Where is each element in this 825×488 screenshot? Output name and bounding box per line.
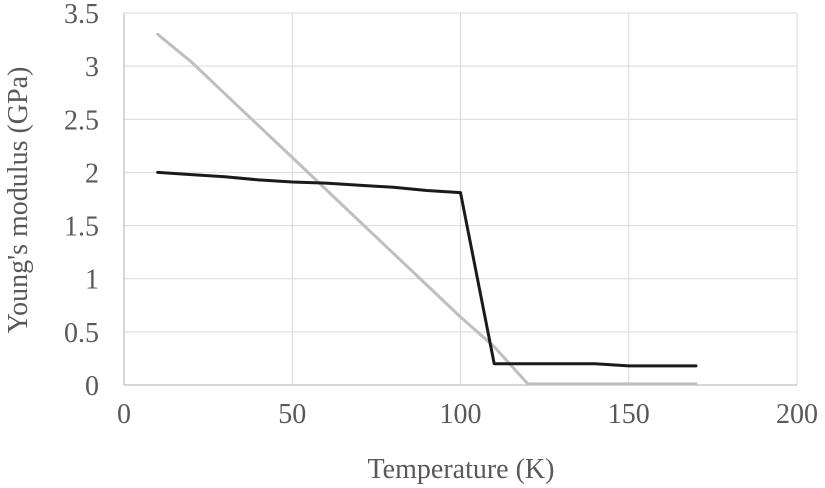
tick-labels: 0 50 100 150 200 0 0.5 1 1.5 2 2.5 3 3.5 bbox=[64, 0, 818, 430]
y-tick-label: 1 bbox=[85, 265, 99, 296]
y-tick-label: 0 bbox=[85, 371, 99, 402]
y-tick-label: 1.5 bbox=[64, 212, 99, 243]
series-line-1 bbox=[156, 170, 698, 368]
series-line-2 bbox=[156, 32, 698, 386]
y-tick-label: 2.5 bbox=[64, 105, 99, 136]
x-tick-label: 150 bbox=[608, 399, 650, 430]
y-tick-label: 3.5 bbox=[64, 0, 99, 30]
x-axis-title: Temperature (K) bbox=[368, 454, 555, 485]
series-lines bbox=[156, 32, 698, 386]
x-tick-label: 200 bbox=[776, 399, 818, 430]
y-tick-label: 3 bbox=[85, 52, 99, 83]
x-tick-label: 50 bbox=[278, 399, 306, 430]
x-tick-label: 0 bbox=[117, 399, 131, 430]
y-tick-label: 0.5 bbox=[64, 318, 99, 349]
x-tick-label: 100 bbox=[440, 399, 482, 430]
y-axis-title: Young's modulus (GPa) bbox=[3, 67, 34, 334]
y-tick-label: 2 bbox=[85, 158, 99, 189]
gridlines bbox=[124, 12, 798, 385]
